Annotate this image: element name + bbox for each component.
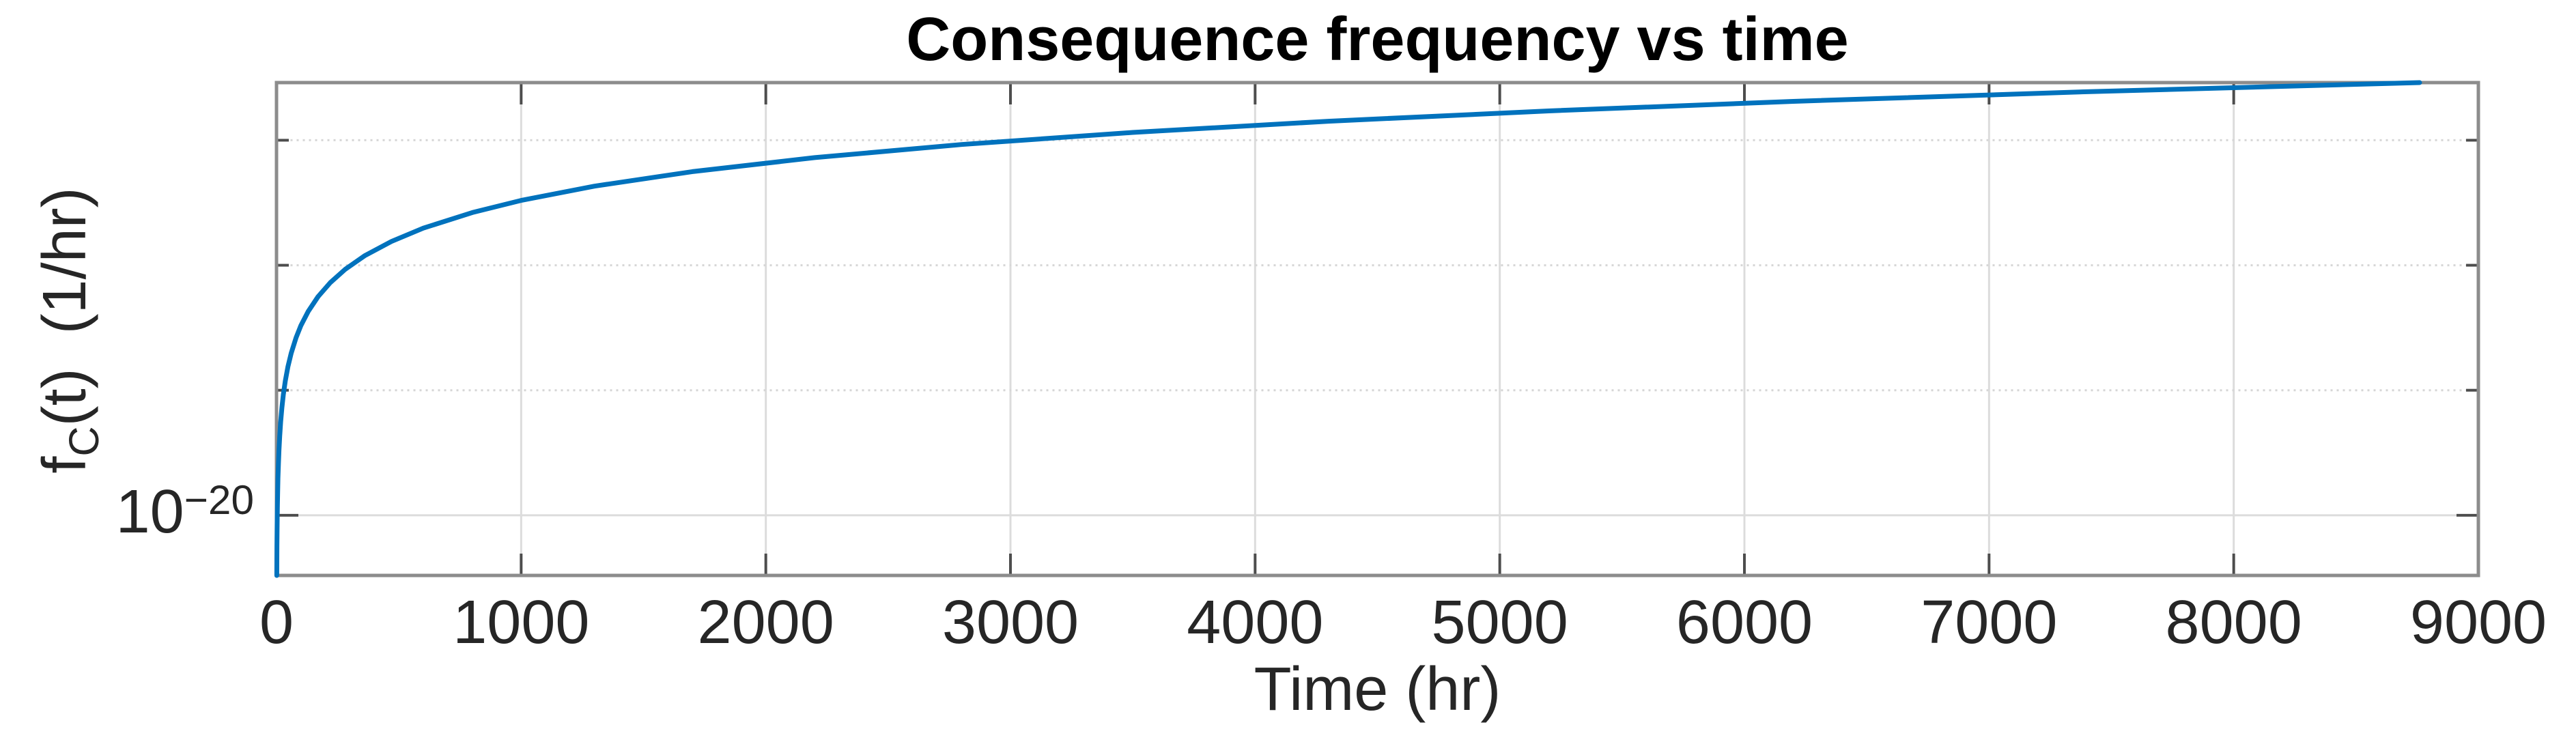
series-curve [274,80,2422,578]
y-tick-label: 10−20 [116,479,254,545]
x-tick-label: 9000 [2409,588,2547,657]
axes-border [274,81,2480,577]
y-tick-base: 10 [115,478,184,546]
x-tick-label: 6000 [1675,588,1813,657]
x-tick-label: 3000 [942,588,1079,657]
x-axis-label: Time (hr) [1254,655,1501,724]
y-label-units: (t) (1/hr) [31,187,99,427]
x-tick-label: 8000 [2165,588,2302,657]
x-tick-label: 0 [259,588,294,657]
x-tick-label: 1000 [453,588,590,657]
y-label-subscript: C [61,426,107,457]
y-tick-exponent: −20 [184,476,254,523]
chart-title: Consequence frequency vs time [906,5,1849,74]
x-tick-label: 5000 [1431,588,1568,657]
x-tick-label: 7000 [1921,588,2058,657]
x-tick-label: 4000 [1187,588,1324,657]
x-tick-label: 2000 [697,588,834,657]
y-label-symbol: f [31,456,99,474]
y-axis-label: fC(t) (1/hr) [31,187,107,474]
